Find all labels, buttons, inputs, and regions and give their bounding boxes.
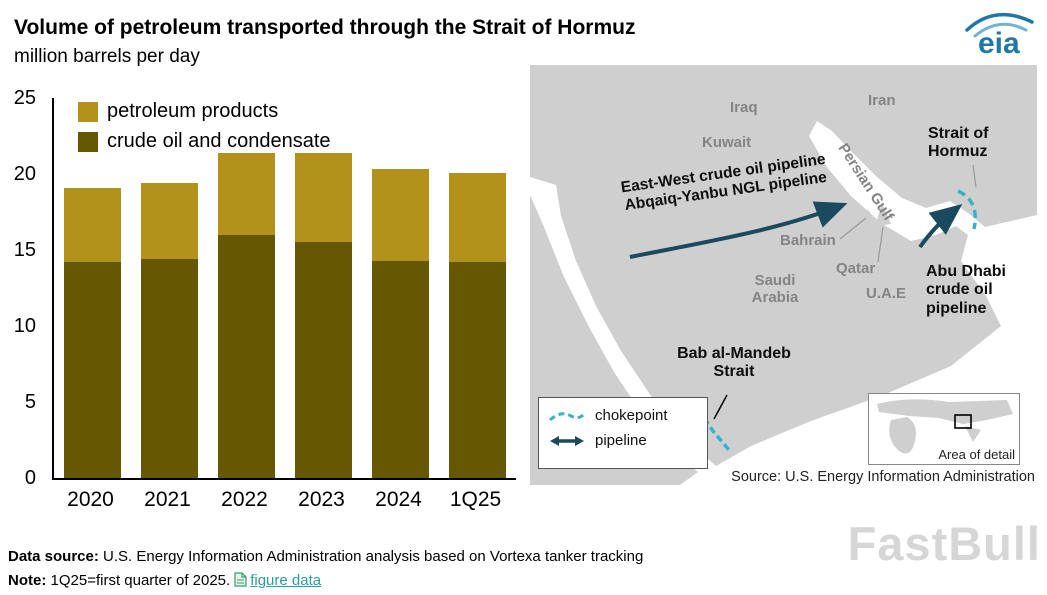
bab-al-mandeb-chokepoint-line (696, 408, 731, 452)
world-inset-map (869, 394, 1019, 464)
bar-segment (295, 242, 352, 478)
bar-segment (141, 259, 198, 478)
note-label: Note: (8, 572, 47, 589)
label-iraq: Iraq (730, 99, 758, 116)
label-bab-al-mandeb: Bab al-Mandeb Strait (677, 345, 791, 381)
pipeline-swatch-icon (550, 435, 584, 446)
hormuz-leader-line (972, 164, 977, 188)
bar-segment (141, 183, 198, 260)
legend-label: petroleum products (107, 100, 279, 122)
bahrain-island (863, 210, 871, 220)
plot-area (52, 98, 516, 480)
y-tick-15: 15 (13, 239, 36, 261)
bar-segment (218, 234, 275, 478)
bar-segment (218, 152, 275, 235)
chart-legend: petroleum products crude oil and condensa… (78, 100, 331, 160)
map-legend: chokepoint pipeline (538, 397, 708, 469)
x-axis-labels: 2020 2021 2022 2023 2024 1Q25 (52, 488, 514, 512)
bar-segment (295, 152, 352, 243)
landmass-middle-east (530, 65, 1037, 466)
label-bahrain: Bahrain (780, 232, 836, 249)
bar-1Q25 (449, 172, 506, 478)
data-source-line: Data source: U.S. Energy Information Adm… (8, 545, 643, 569)
bar-segment (372, 260, 429, 478)
chart-units-subtitle: million barrels per day (14, 46, 200, 67)
bahrain-leader-line (839, 217, 867, 240)
x-tick-2024: 2024 (375, 488, 422, 511)
detail-area-box (954, 414, 972, 429)
x-tick-2020: 2020 (67, 488, 114, 511)
bar-segment (372, 169, 429, 261)
y-tick-10: 10 (13, 315, 36, 337)
figure-data-icon (234, 571, 247, 595)
x-tick-2021: 2021 (144, 488, 191, 511)
bar-2024 (372, 169, 429, 478)
bab-leader-line (713, 394, 728, 420)
bar-segment (449, 262, 506, 478)
x-tick-1Q25: 1Q25 (449, 488, 502, 511)
label-uae: U.A.E (866, 285, 907, 302)
label-saudi-arabia: Saudi Arabia (751, 272, 799, 306)
y-tick-5: 5 (24, 391, 36, 413)
data-source-label: Data source: (8, 548, 99, 565)
area-of-detail-label: Area of detail (938, 447, 1015, 462)
bar-segment (64, 187, 121, 263)
bar-2022 (218, 152, 275, 478)
label-iran: Iran (868, 92, 896, 109)
label-qatar: Qatar (836, 260, 876, 277)
y-tick-20: 20 (13, 163, 36, 185)
y-tick-0: 0 (24, 467, 36, 489)
note-line: Note: 1Q25=first quarter of 2025. figure … (8, 569, 643, 595)
bar-2020 (64, 187, 121, 478)
footer: Data source: U.S. Energy Information Adm… (8, 545, 643, 595)
label-kuwait: Kuwait (702, 134, 752, 151)
qatar-leader-line (877, 226, 884, 263)
eia-logo-graphic: eia (965, 12, 1034, 60)
legend-swatch (78, 131, 98, 152)
map-source: Source: U.S. Energy Information Administ… (731, 469, 1035, 485)
abu-dhabi-pipeline-arrow (918, 204, 963, 249)
bar-2023 (295, 152, 352, 478)
eia-logo: eia (961, 4, 1039, 60)
map-legend-chokepoint-label: chokepoint (595, 407, 668, 424)
watermark: FastBull (847, 517, 1041, 570)
legend-item: crude oil and condensate (78, 130, 331, 153)
map-legend-chokepoint: chokepoint (547, 407, 699, 424)
legend-label: crude oil and condensate (107, 130, 331, 152)
bar-2021 (141, 183, 198, 478)
y-axis: 0 5 10 15 20 25 (0, 87, 44, 489)
note-text: 1Q25=first quarter of 2025. (46, 572, 231, 589)
label-abu-dhabi-pipeline: Abu Dhabi crude oil pipeline (926, 263, 1006, 317)
page-title: Volume of petroleum transported through … (14, 16, 636, 39)
x-tick-2023: 2023 (298, 488, 345, 511)
map-legend-pipeline: pipeline (547, 432, 699, 449)
eia-logo-text: eia (978, 27, 1020, 56)
chokepoint-swatch-icon (548, 411, 586, 421)
bar-segment (449, 172, 506, 263)
map: Iraq Iran Kuwait Persian Gulf Bahrain Qa… (530, 65, 1037, 485)
x-tick-2022: 2022 (221, 488, 268, 511)
label-strait-of-hormuz: Strait of Hormuz (928, 125, 989, 161)
map-legend-pipeline-label: pipeline (595, 432, 647, 449)
legend-item: petroleum products (78, 100, 331, 123)
data-source-text: U.S. Energy Information Administration a… (98, 548, 644, 565)
legend-swatch (78, 101, 98, 122)
bar-segment (64, 262, 121, 478)
figure-data-link[interactable]: figure data (250, 572, 322, 589)
qatar-peninsula (875, 203, 891, 226)
y-tick-25: 25 (13, 87, 36, 109)
east-west-pipeline-arrow (629, 201, 848, 259)
strait-of-hormuz-chokepoint-line (957, 189, 977, 230)
area-of-detail-inset: Area of detail (868, 393, 1020, 465)
